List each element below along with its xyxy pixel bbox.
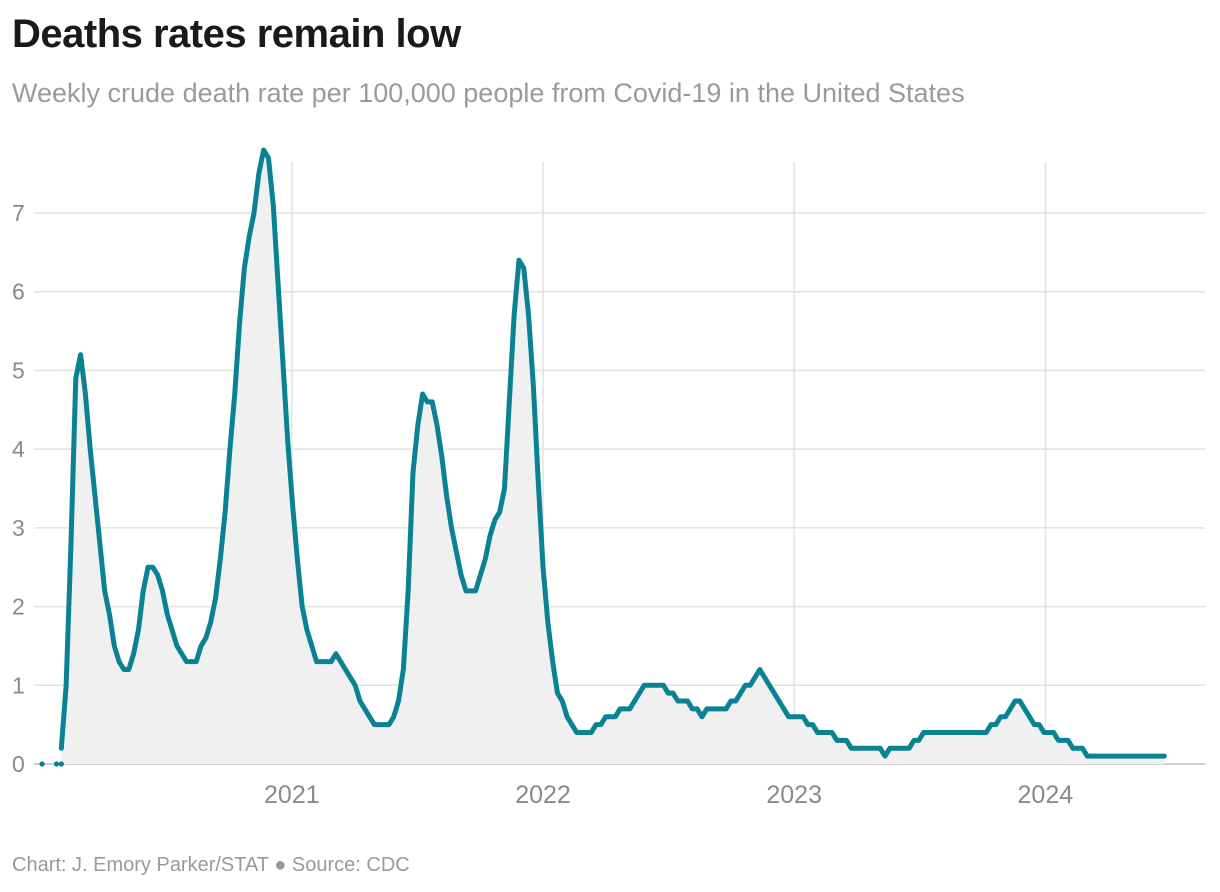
series-area-fill: [61, 150, 1165, 764]
y-tick-label-2: 2: [12, 594, 25, 620]
y-tick-label-6: 6: [12, 279, 25, 305]
area-fill-layer: [61, 150, 1165, 764]
y-axis-tick-labels: 0 1 2 3 4 5 6 7: [12, 200, 25, 777]
series-line: [58, 147, 1167, 759]
x-tick-label-2022: 2022: [515, 781, 571, 809]
chart-credit: Chart: J. Emory Parker/STAT ● Source: CD…: [12, 854, 410, 876]
series-line-layer: [39, 147, 1167, 767]
y-tick-label-3: 3: [12, 515, 25, 541]
y-tick-label-1: 1: [12, 672, 25, 698]
y-tick-label-0: 0: [12, 751, 25, 777]
x-axis-tick-labels: 2021 2022 2023 2024: [264, 781, 1073, 809]
y-tick-label-4: 4: [12, 436, 25, 462]
data-point-3: [58, 761, 64, 767]
x-tick-label-2023: 2023: [766, 781, 822, 809]
y-tick-label-7: 7: [12, 200, 25, 226]
data-point-2: [53, 761, 60, 767]
chart-subtitle: Weekly crude death rate per 100,000 peop…: [12, 78, 965, 108]
data-point-1: [39, 761, 45, 767]
y-tick-label-5: 5: [12, 357, 25, 383]
x-tick-label-2024: 2024: [1018, 781, 1074, 809]
chart-title: Deaths rates remain low: [12, 12, 461, 56]
x-tick-label-2021: 2021: [264, 781, 320, 809]
